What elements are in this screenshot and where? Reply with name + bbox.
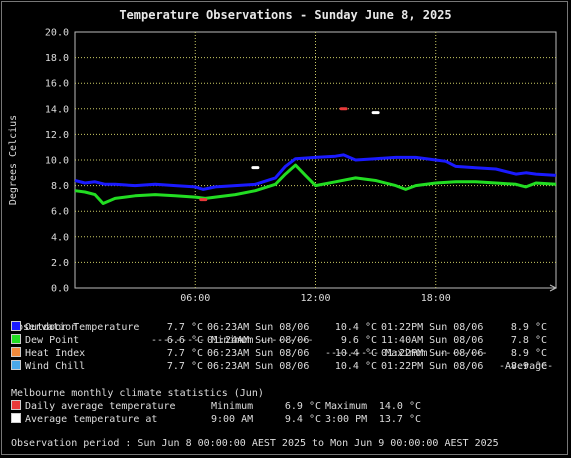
- y-axis-label: Degrees Celcius: [8, 115, 19, 205]
- legend-swatch: [11, 321, 21, 331]
- legend-header-minimum: --------- Minimum ---------: [151, 335, 314, 346]
- legend-series-name: Heat Index: [25, 348, 86, 359]
- legend-max-time: 11:40AM Sun 08/06: [381, 335, 484, 346]
- climate-swatch: [11, 413, 21, 423]
- temperature-chart: 0.02.04.06.08.010.012.014.016.018.020.0 …: [8, 28, 558, 304]
- legend-average: 7.8 °C: [510, 335, 547, 346]
- legend-max-time: 01:22PM Sun 08/06: [381, 322, 484, 333]
- legend-series-name: Outdoor Temperature: [25, 322, 140, 333]
- y-tick-label: 12.0: [45, 130, 69, 141]
- y-tick-label: 0.0: [51, 284, 69, 295]
- y-tick-label: 8.0: [51, 181, 69, 192]
- legend-swatch: [11, 347, 21, 357]
- observation-period: Observation period : Sun Jun 8 00:00:00 …: [11, 438, 499, 449]
- series-lines: [74, 153, 557, 205]
- legend-min-time: 01:24AM Sun 08/06: [207, 335, 310, 346]
- y-tick-label: 20.0: [45, 28, 69, 39]
- climate-marker-point: [199, 198, 208, 202]
- climate-header: Melbourne monthly climate statistics (Ju…: [11, 388, 264, 399]
- legend-min-time: 06:23AM Sun 08/06: [207, 361, 310, 372]
- climate-col3: Maximum: [325, 401, 368, 412]
- legend-header-average: -Average-: [499, 361, 554, 372]
- y-tick-label: 18.0: [45, 53, 69, 64]
- climate-label: Daily average temperature: [25, 401, 176, 412]
- legend-swatch: [11, 334, 21, 344]
- legend-series-name: Wind Chill: [25, 361, 86, 372]
- x-tick-label: 06:00: [180, 293, 210, 304]
- climate-col2: 6.9 °C: [284, 401, 321, 412]
- legend-average: 8.9 °C: [510, 322, 547, 333]
- climate-swatch: [11, 400, 21, 410]
- climate-label: Average temperature at: [25, 414, 158, 425]
- legend-max-value: 10.4 °C: [334, 348, 377, 359]
- legend-average: 8.9 °C: [510, 348, 547, 359]
- legend-max-value: 10.4 °C: [334, 322, 377, 333]
- climate-markers: [199, 107, 380, 202]
- climate-col1: Minimum: [211, 401, 254, 412]
- legend-min-time: 06:23AM Sun 08/06: [207, 348, 310, 359]
- y-tick-label: 2.0: [51, 258, 69, 269]
- x-tick-label: 12:00: [300, 293, 330, 304]
- legend-max-time: 01:22PM Sun 08/06: [381, 348, 484, 359]
- y-tick-label: 4.0: [51, 232, 69, 243]
- legend-header-maximum: --------- Maximum ---------: [325, 348, 488, 359]
- x-axis-arrow: [549, 284, 558, 292]
- legend-max-value: 9.6 °C: [340, 335, 377, 346]
- y-tick-label: 16.0: [45, 79, 69, 90]
- series-line-dew-point: [74, 163, 557, 205]
- climate-col4: 13.7 °C: [378, 414, 421, 425]
- y-tick-label: 10.0: [45, 156, 69, 167]
- legend-header: Observation --------- Minimum --------- …: [11, 308, 553, 372]
- legend-average: 8.9 °C: [510, 361, 547, 372]
- y-tick-label: 14.0: [45, 104, 69, 115]
- climate-marker-point: [371, 111, 380, 115]
- legend-max-time: 01:22PM Sun 08/06: [381, 361, 484, 372]
- climate-col3: 3:00 PM: [325, 414, 368, 425]
- legend-min-value: 7.7 °C: [166, 348, 203, 359]
- legend-header-observation: Observation: [11, 322, 78, 333]
- legend-swatch: [11, 360, 21, 370]
- chart-title: Temperature Observations - Sunday June 8…: [119, 8, 452, 22]
- climate-marker-point: [339, 107, 348, 111]
- y-tick-label: 6.0: [51, 207, 69, 218]
- x-axis-ticks: 06:00 12:00 18:00: [180, 284, 558, 304]
- series-line-outdoor-temperature: [74, 153, 557, 191]
- x-tick-label: 18:00: [421, 293, 451, 304]
- legend-min-value: 7.7 °C: [166, 322, 203, 333]
- legend-min-value: 7.7 °C: [166, 361, 203, 372]
- climate-col2: 9.4 °C: [284, 414, 321, 425]
- climate-marker-point: [251, 166, 260, 170]
- legend-min-value: 6.6 °C: [166, 335, 203, 346]
- climate-col4: 14.0 °C: [378, 401, 421, 412]
- y-axis-ticks: 0.0 2.0 4.0 6.0 8.0 10.0 12.0 14.0 16.0 18.0 20.0: [45, 28, 69, 295]
- climate-col1: 9:00 AM: [211, 414, 254, 425]
- legend-min-time: 06:23AM Sun 08/06: [207, 322, 310, 333]
- legend-max-value: 10.4 °C: [334, 361, 377, 372]
- legend-series-name: Dew Point: [25, 335, 80, 346]
